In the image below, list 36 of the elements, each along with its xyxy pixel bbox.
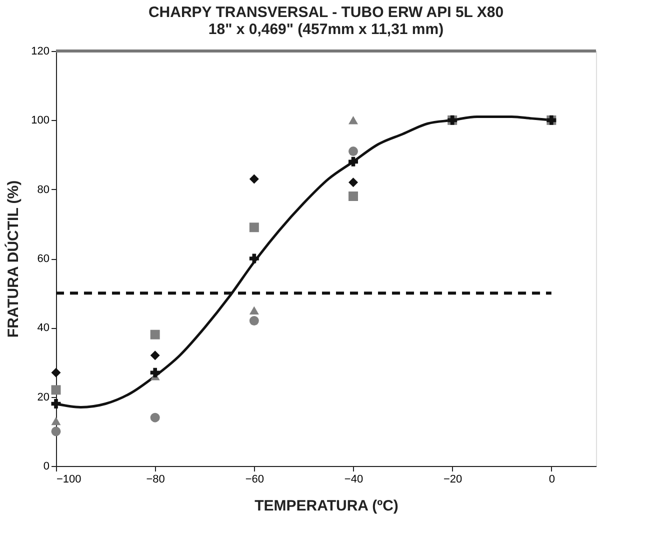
x-axis-title: TEMPERATURA (ºC) (254, 498, 398, 514)
point (348, 156, 358, 166)
point (150, 412, 160, 422)
point (249, 306, 259, 314)
point (348, 146, 358, 156)
point (51, 399, 61, 408)
point (150, 350, 160, 360)
point (348, 192, 358, 201)
point (150, 368, 160, 378)
y-tick-label: 60 (37, 253, 50, 265)
point (348, 116, 358, 124)
point (249, 254, 259, 264)
y-axis-title: FRATURA DÚCTIL (%) (4, 180, 22, 338)
y-tick-label: 120 (31, 46, 50, 58)
point (51, 416, 61, 426)
x-tick-label: −40 (344, 474, 364, 486)
y-tick-label: 100 (31, 114, 50, 127)
point (51, 385, 61, 395)
point (51, 368, 61, 378)
chart-title: CHARPY TRANSVERSAL - TUBO ERW API 5L X80 (148, 4, 504, 21)
point (249, 222, 259, 232)
x-tick-label: −100 (56, 474, 82, 486)
x-tick-label: −60 (245, 474, 264, 486)
point (348, 178, 358, 188)
y-tick-label: 0 (43, 460, 50, 472)
point (249, 316, 259, 326)
point (51, 426, 61, 436)
x-tick-label: 0 (548, 474, 555, 486)
y-tick-label: 80 (37, 184, 50, 196)
y-tick-label: 20 (37, 391, 50, 404)
chart-subtitle: 18" x 0,469" (457mm x 11,31 mm) (208, 21, 444, 38)
x-tick-label: −20 (443, 474, 462, 486)
x-tick-label: −80 (146, 474, 165, 486)
point (249, 174, 259, 184)
y-tick-label: 40 (37, 322, 50, 334)
point (150, 330, 160, 340)
